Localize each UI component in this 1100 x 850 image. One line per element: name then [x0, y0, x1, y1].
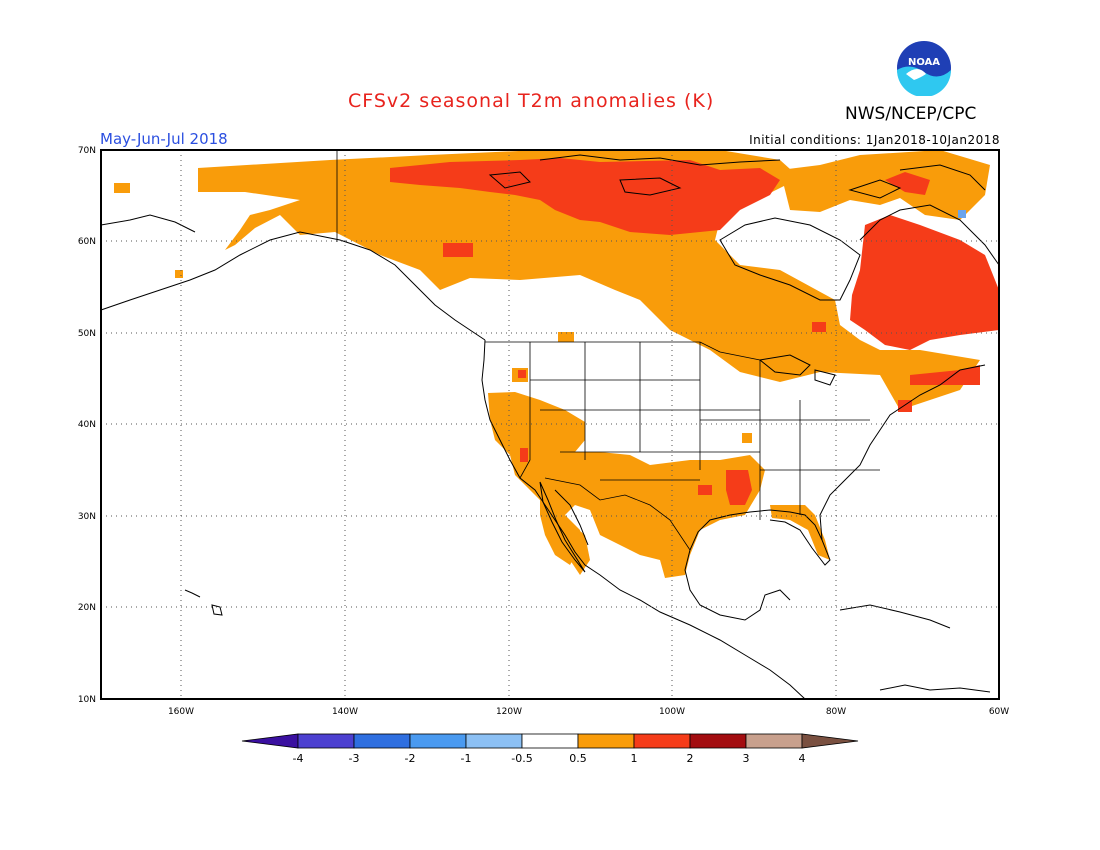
- colorbar-box: [409, 733, 467, 749]
- colorbar-label: 1: [631, 752, 638, 765]
- longitude-labels: 160W 140W 120W 100W 80W 60W: [168, 707, 1009, 717]
- agency-label: NWS/NCEP/CPC: [845, 104, 977, 124]
- colorbar-label: -3: [349, 752, 360, 765]
- colorbar-box: [577, 733, 635, 749]
- anomaly-region-north-band: [198, 150, 980, 410]
- colorbar-label: -4: [293, 752, 304, 765]
- colorbar-box: [353, 733, 411, 749]
- lon-label: 120W: [496, 707, 522, 717]
- lon-label: 140W: [332, 707, 358, 717]
- lat-label: 40N: [78, 420, 96, 430]
- lat-label: 70N: [78, 146, 96, 156]
- map-title: CFSv2 seasonal T2m anomalies (K): [348, 90, 715, 112]
- lon-label: 100W: [659, 707, 685, 717]
- political-borders: [336, 150, 880, 551]
- lat-label: 20N: [78, 603, 96, 613]
- colorbar-label: 4: [799, 752, 806, 765]
- anomaly-region-red-north: [390, 158, 780, 235]
- noaa-logo-icon: NOAA: [897, 41, 951, 96]
- lat-label: 30N: [78, 512, 96, 522]
- colorbar-label: 3: [743, 752, 750, 765]
- colorbar-box: [465, 733, 523, 749]
- colorbar-box: [745, 733, 803, 749]
- anomaly-region-red-east: [850, 215, 999, 350]
- lat-label: 60N: [78, 237, 96, 247]
- lon-label: 60W: [989, 707, 1009, 717]
- colorbar-label: -2: [405, 752, 416, 765]
- lat-label: 10N: [78, 695, 96, 705]
- colorbar-box: [297, 733, 355, 749]
- colorbar-label: -0.5: [511, 752, 532, 765]
- coastlines: [100, 154, 1000, 700]
- colorbar-arrow-low: [241, 733, 299, 749]
- colorbar-box: [521, 733, 579, 749]
- forecast-period: May-Jun-Jul 2018: [100, 130, 228, 148]
- colorbar-box: [633, 733, 691, 749]
- anomaly-region-southeast: [770, 505, 830, 560]
- latitude-labels: 70N 60N 50N 40N 30N 20N 10N: [78, 146, 96, 705]
- colorbar-label: -1: [461, 752, 472, 765]
- anomaly-region-northeast: [780, 150, 990, 220]
- colorbar-label: 2: [687, 752, 694, 765]
- colorbar-arrow-high: [801, 733, 859, 749]
- lon-label: 80W: [826, 707, 846, 717]
- colorbar-box: [689, 733, 747, 749]
- colorbar-label: 0.5: [569, 752, 587, 765]
- initial-conditions: Initial conditions: 1Jan2018-10Jan2018: [749, 133, 1000, 147]
- lon-label: 160W: [168, 707, 194, 717]
- map-frame: [100, 149, 1000, 700]
- lat-label: 50N: [78, 329, 96, 339]
- colorbar: -4 -3 -2 -1 -0.5 0.5 1 2 3 4: [241, 733, 859, 765]
- svg-text:NOAA: NOAA: [908, 57, 940, 68]
